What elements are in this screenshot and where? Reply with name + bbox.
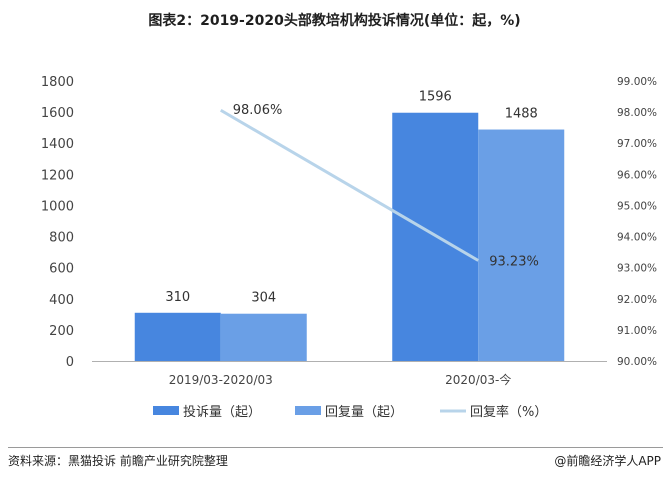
left-axis-tick: 600 bbox=[49, 262, 74, 277]
legend-swatch bbox=[153, 406, 179, 415]
bars: 310 1596 304 1488 bbox=[134, 90, 565, 361]
right-axis-tick: 97.00% bbox=[617, 138, 657, 150]
left-axis-tick: 1400 bbox=[41, 137, 74, 152]
left-axis-tick: 800 bbox=[49, 231, 74, 246]
right-axis-tick: 91.00% bbox=[617, 325, 657, 337]
rate-value-label: 93.23% bbox=[489, 255, 539, 270]
category-labels: 2019/03-2020/03 2020/03-今 bbox=[169, 372, 512, 387]
bar-value-label: 310 bbox=[165, 290, 190, 305]
category-label: 2020/03-今 bbox=[445, 372, 511, 387]
right-axis-tick: 93.00% bbox=[617, 263, 657, 275]
source-note: 资料来源：黑猫投诉 前瞻产业研究院整理 bbox=[8, 454, 228, 468]
right-axis-tick: 99.00% bbox=[617, 76, 657, 88]
category-label: 2019/03-2020/03 bbox=[169, 373, 273, 387]
footer-divider bbox=[8, 447, 663, 448]
bar-value-label: 1596 bbox=[419, 90, 452, 105]
left-axis: 0 200 400 600 800 1000 1200 1400 1600 1800 bbox=[41, 75, 74, 370]
left-axis-tick: 1000 bbox=[41, 199, 74, 214]
right-axis-tick: 96.00% bbox=[617, 169, 657, 181]
left-axis-tick: 1200 bbox=[41, 168, 74, 183]
legend-label: 投诉量（起） bbox=[183, 404, 261, 420]
left-axis-tick: 400 bbox=[49, 293, 74, 308]
bar bbox=[134, 312, 221, 361]
right-axis-tick: 92.00% bbox=[617, 294, 657, 306]
left-axis-tick: 200 bbox=[49, 324, 74, 339]
right-axis-tick: 94.00% bbox=[617, 232, 657, 244]
bar bbox=[220, 313, 307, 361]
left-axis-tick: 1600 bbox=[41, 106, 74, 121]
bar-value-label: 304 bbox=[251, 291, 276, 306]
left-axis-tick: 1800 bbox=[41, 75, 74, 90]
right-axis-tick: 95.00% bbox=[617, 200, 657, 212]
credit-note: @前瞻经济学人APP bbox=[554, 454, 661, 468]
right-axis-tick: 98.00% bbox=[617, 107, 657, 119]
bar bbox=[478, 129, 565, 361]
rate-value-label: 98.06% bbox=[233, 103, 283, 118]
legend-label: 回复率（%） bbox=[470, 404, 547, 420]
bar-value-label: 1488 bbox=[505, 107, 538, 122]
legend: 投诉量（起） 回复量（起） 回复率（%） bbox=[153, 404, 547, 420]
right-axis-tick: 90.00% bbox=[617, 356, 657, 368]
chart-title: 图表2：2019-2020头部教培机构投诉情况(单位：起，%) bbox=[148, 13, 521, 29]
rate-line-layer: 98.06% 93.23% bbox=[219, 103, 539, 270]
left-axis-tick: 0 bbox=[66, 355, 74, 370]
legend-label: 回复量（起） bbox=[325, 405, 403, 420]
rate-line bbox=[219, 108, 480, 262]
legend-swatch bbox=[295, 406, 321, 415]
right-axis: 90.00% 91.00% 92.00% 93.00% 94.00% 95.00% 96.0… bbox=[617, 76, 657, 368]
